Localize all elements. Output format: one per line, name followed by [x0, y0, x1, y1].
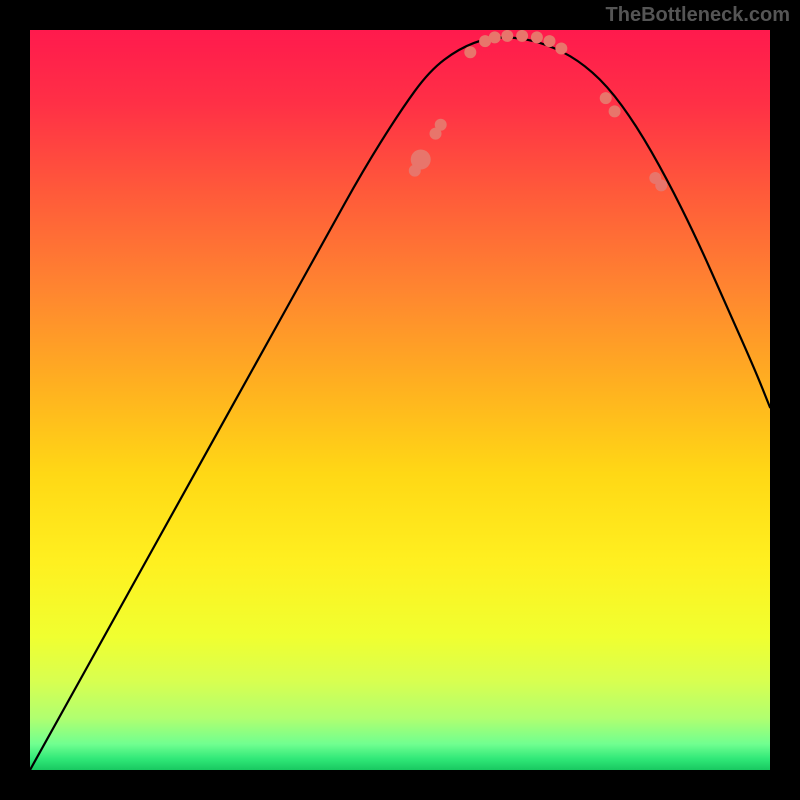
- data-marker: [600, 92, 612, 104]
- attribution-text: TheBottleneck.com: [606, 4, 790, 27]
- chart-curve-layer: [30, 30, 770, 770]
- data-marker: [489, 31, 501, 43]
- data-marker: [609, 105, 621, 117]
- data-marker: [555, 43, 567, 55]
- data-marker: [464, 46, 476, 58]
- data-marker: [531, 31, 543, 43]
- data-marker: [501, 30, 513, 42]
- data-marker: [543, 35, 555, 47]
- data-marker: [435, 119, 447, 131]
- chart-plot-area: [30, 30, 770, 770]
- data-markers: [409, 30, 667, 191]
- bottleneck-curve: [30, 37, 770, 770]
- data-marker: [411, 150, 431, 170]
- data-marker: [655, 179, 667, 191]
- data-marker: [516, 30, 528, 42]
